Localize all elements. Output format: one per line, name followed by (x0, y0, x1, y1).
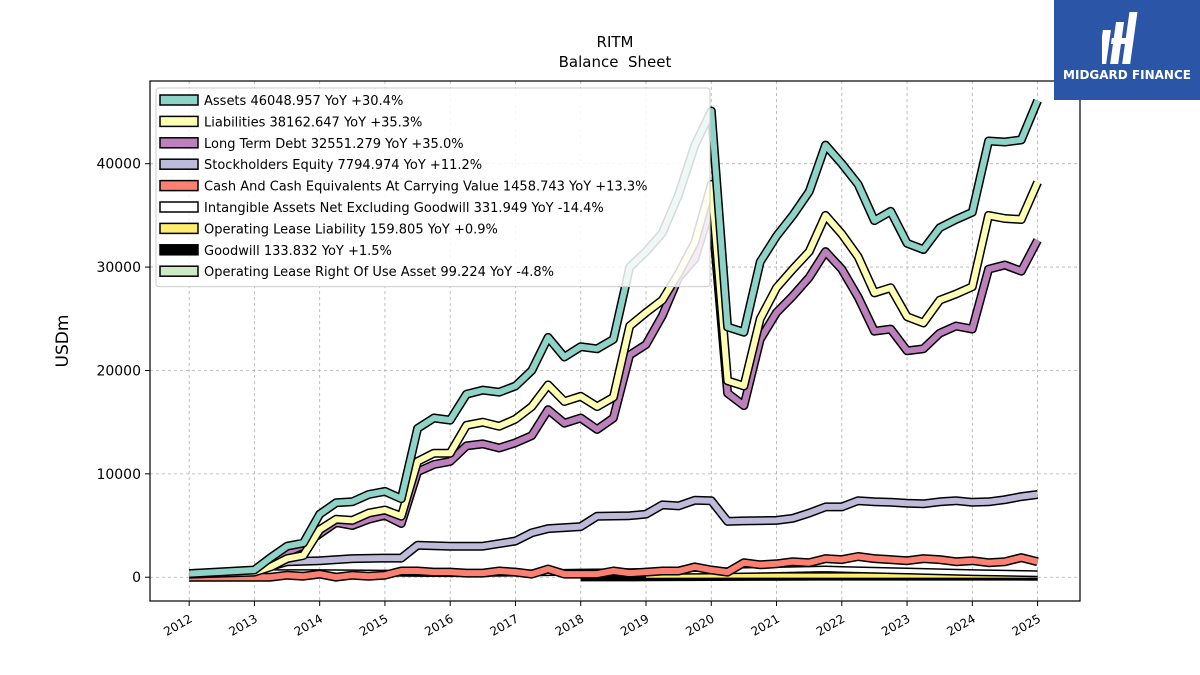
legend-label: Assets 46048.957 YoY +30.4% (204, 94, 403, 109)
legend-swatch (159, 222, 199, 235)
legend-swatch (159, 179, 199, 192)
legend-swatch (159, 201, 199, 213)
series-line (189, 491, 1038, 577)
legend-swatch (159, 158, 199, 170)
legend-swatch (159, 137, 199, 149)
legend-label: Liabilities 38162.647 YoY +35.3% (204, 115, 422, 130)
y-axis-label: USDm (53, 315, 73, 368)
midgard-logo-icon (1102, 12, 1138, 64)
plot-frame (149, 80, 1081, 602)
y-tick-label: 20000 (96, 363, 141, 379)
y-tick-label: 40000 (96, 157, 141, 173)
legend-label: Long Term Debt 32551.279 YoY +35.0% (204, 137, 464, 152)
legend: Assets 46048.957 YoY +30.4% Liabilities 3… (155, 87, 711, 288)
legend-box (155, 87, 711, 288)
legend-swatch (159, 265, 199, 277)
brand-name: MIDGARD FINANCE (1063, 68, 1191, 82)
y-tick-label: 30000 (96, 260, 141, 276)
y-tick-label: 0 (132, 570, 141, 586)
series-line (189, 202, 1041, 578)
legend-label: Operating Lease Right Of Use Asset 99.22… (204, 265, 554, 280)
series-line (189, 181, 1041, 578)
legend-label: Cash And Cash Equivalents At Carrying Va… (204, 180, 647, 195)
y-tick-label: 10000 (96, 467, 141, 483)
chart-title: RITM (597, 33, 634, 51)
legend-label: Stockholders Equity 7794.974 YoY +11.2% (204, 158, 482, 173)
legend-label: Intangible Assets Net Excluding Goodwill… (204, 201, 604, 216)
legend-swatch (159, 244, 199, 256)
legend-swatch (159, 115, 199, 128)
legend-label: Goodwill 133.832 YoY +1.5% (204, 244, 392, 259)
legend-swatch (159, 94, 199, 106)
brand-logo: MIDGARD FINANCE (1054, 0, 1200, 100)
series-line (189, 553, 1039, 581)
chart-subtitle: Balance Sheet (559, 53, 672, 71)
legend-label: Operating Lease Liability 159.805 YoY +0… (204, 222, 498, 237)
